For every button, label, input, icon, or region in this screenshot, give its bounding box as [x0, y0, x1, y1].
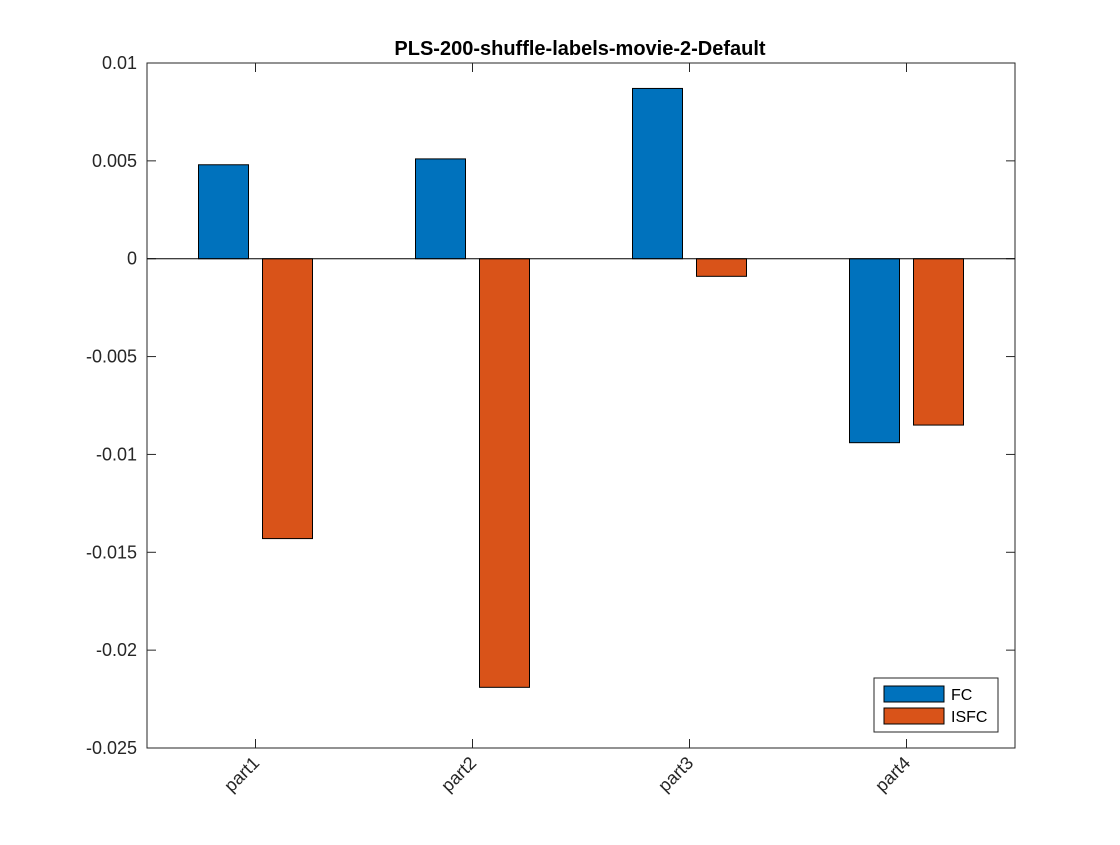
bar-fc-part2 — [415, 158, 466, 260]
x-tick-label: part2 — [437, 753, 480, 796]
y-tick-label: 0 — [127, 249, 137, 269]
bar-fc-part3 — [632, 87, 683, 260]
y-tick-label: 0.01 — [102, 53, 137, 73]
bar-isfc-part4 — [913, 258, 964, 426]
legend-label-fc: FC — [951, 687, 972, 704]
bar-isfc-part1 — [262, 258, 313, 540]
bar-fc-part4 — [849, 258, 900, 444]
x-tick-label: part4 — [871, 753, 914, 796]
chart-title: PLS-200-shuffle-labels-movie-2-Default — [394, 38, 766, 60]
legend-swatch-fc — [883, 685, 945, 703]
y-tick-label: -0.005 — [86, 347, 137, 367]
legend-swatch-isfc — [883, 707, 945, 725]
plot-area: 0.01 0.005 0 -0.005 -0.01 -0.015 -0.02 -0.025 pa… — [86, 53, 1016, 796]
y-tick-label: -0.025 — [86, 738, 137, 758]
y-tick-label: -0.02 — [96, 640, 137, 660]
y-tick-label: -0.01 — [96, 444, 137, 464]
bar-isfc-part3 — [696, 258, 747, 277]
bar-isfc-part2 — [479, 258, 530, 688]
y-tick-label: 0.005 — [92, 151, 137, 171]
legend: FC ISFC — [873, 677, 999, 733]
bar-fc-part1 — [198, 164, 249, 260]
y-tick-label: -0.015 — [86, 542, 137, 562]
x-tick-label: part1 — [220, 753, 263, 796]
x-tick-label: part3 — [654, 753, 697, 796]
legend-label-isfc: ISFC — [951, 709, 987, 726]
